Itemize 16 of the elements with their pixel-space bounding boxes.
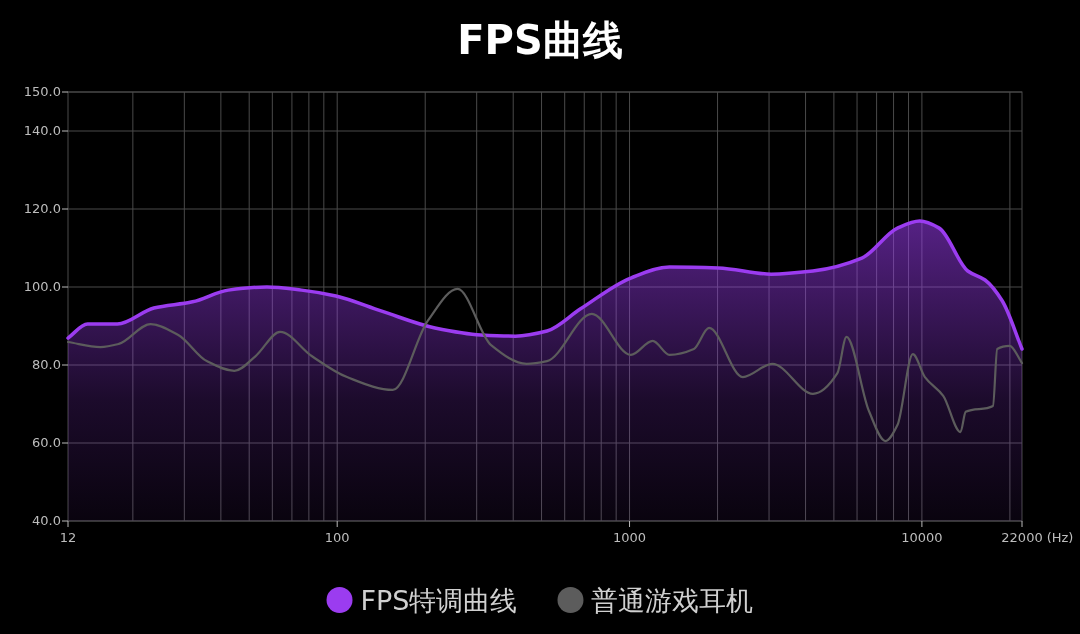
- y-tick-label: 120.0: [23, 201, 61, 216]
- x-tick-label: 1000: [613, 530, 647, 545]
- x-tick-label: 12: [59, 530, 77, 545]
- y-tick-label: 140.0: [23, 123, 61, 138]
- y-tick-label: 40.0: [32, 513, 61, 528]
- x-tick-label: 22000: [1001, 530, 1043, 545]
- legend-label: FPS特调曲线: [360, 585, 518, 616]
- legend-label: 普通游戏耳机: [591, 585, 754, 616]
- x-axis-title: (Hz): [1046, 530, 1074, 545]
- x-tick-label: 100: [324, 530, 350, 545]
- chart-title: FPS曲线: [457, 17, 623, 63]
- y-tick-label: 80.0: [32, 357, 61, 372]
- y-tick-label: 100.0: [23, 279, 61, 294]
- y-tick-label: 60.0: [32, 435, 61, 450]
- y-tick-label: 150.0: [23, 84, 61, 99]
- x-tick-label: 10000: [901, 530, 943, 545]
